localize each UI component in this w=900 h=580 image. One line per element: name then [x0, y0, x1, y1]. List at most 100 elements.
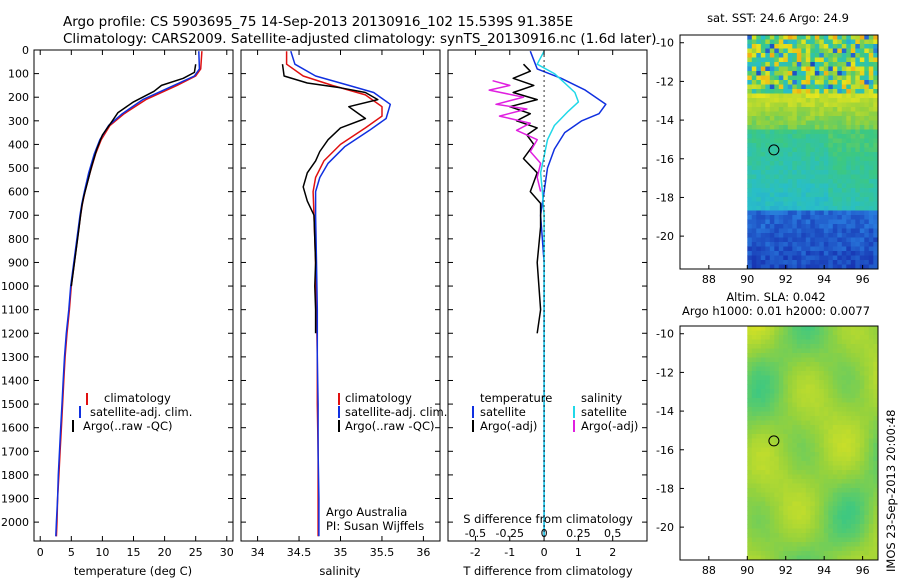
heatmap-cell [747, 48, 753, 54]
heatmap-cell [850, 474, 856, 480]
legend-argo: Argo(..raw -QC) [83, 419, 173, 433]
heatmap-cell [801, 102, 807, 108]
heatmap-cell [751, 515, 757, 520]
heatmap-cell [855, 465, 861, 471]
heatmap-cell [814, 165, 820, 171]
heatmap-cell [774, 62, 780, 67]
heatmap-cell [877, 438, 878, 444]
x-tick-label: 35.5 [370, 546, 395, 559]
heatmap-cell [814, 224, 820, 229]
heatmap-cell [855, 506, 861, 511]
heatmap-cell [841, 206, 847, 211]
heatmap-cell [760, 125, 766, 130]
heatmap-cell [868, 129, 874, 135]
heatmap-cell [819, 411, 825, 417]
heatmap-cell [823, 129, 829, 135]
heatmap-cell [819, 461, 825, 466]
heatmap-cell [814, 215, 820, 220]
heatmap-cell [751, 479, 757, 484]
heatmap-cell [873, 116, 878, 121]
heatmap-cell [864, 251, 870, 256]
heatmap-cell [855, 192, 861, 198]
heatmap-cell [868, 143, 874, 148]
heatmap-cell [868, 116, 874, 121]
heatmap-cell [864, 555, 870, 560]
heatmap-cell [868, 456, 874, 462]
heatmap-cell [787, 156, 793, 162]
heatmap-cell [792, 411, 798, 417]
heatmap-cell [819, 488, 825, 493]
heatmap-cell [850, 66, 856, 72]
heatmap-cell [814, 237, 820, 243]
heatmap-cell [765, 501, 771, 507]
heatmap-cell [850, 510, 856, 516]
heatmap-cell [850, 246, 856, 252]
heatmap-cell [796, 255, 802, 261]
heatmap-cell [801, 206, 807, 211]
heatmap-cell [778, 470, 784, 475]
heatmap-cell [756, 483, 762, 489]
heatmap-cell [837, 120, 843, 126]
heatmap-cell [832, 111, 838, 117]
heatmap-cell [805, 44, 811, 49]
heatmap-cell [747, 483, 753, 489]
heatmap-cell [864, 456, 870, 462]
heatmap-cell [832, 66, 838, 72]
heatmap-cell [823, 62, 829, 67]
heatmap-cell [801, 53, 807, 58]
x-tick-label: 20 [158, 546, 172, 559]
heatmap-cell [873, 206, 878, 211]
heatmap-cell [859, 147, 865, 153]
heatmap-cell [747, 251, 753, 256]
heatmap-cell [801, 393, 807, 399]
heatmap-cell [850, 488, 856, 493]
heatmap-cell [850, 542, 856, 547]
heatmap-cell [841, 98, 847, 103]
heatmap-cell [769, 129, 775, 135]
heatmap-cell [832, 420, 838, 426]
heatmap-cell [810, 407, 816, 412]
heatmap-cell [778, 219, 784, 225]
heatmap-cell [765, 84, 771, 90]
heatmap-cell [855, 219, 861, 225]
heatmap-cell [868, 224, 874, 229]
heatmap-cell [765, 111, 771, 117]
heatmap-cell [828, 357, 834, 363]
heatmap-cell [747, 371, 753, 376]
heatmap-cell [796, 165, 802, 171]
heatmap-cell [850, 425, 856, 430]
heatmap-cell [783, 411, 789, 417]
heatmap-cell [751, 152, 757, 157]
heatmap-cell [855, 84, 861, 90]
heatmap-cell [796, 501, 802, 507]
heatmap-cell [751, 483, 757, 489]
heatmap-cell [850, 344, 856, 349]
heatmap-cell [783, 425, 789, 430]
heatmap-cell [760, 174, 766, 180]
heatmap-cell [850, 555, 856, 560]
heatmap-cell [877, 344, 878, 349]
heatmap-cell [877, 425, 878, 430]
heatmap-cell [805, 210, 811, 216]
heatmap-cell [846, 179, 852, 184]
heatmap-cell [796, 53, 802, 58]
heatmap-cell [814, 71, 820, 76]
heatmap-cell [823, 546, 829, 552]
heatmap-cell [837, 147, 843, 153]
heatmap-cell [828, 89, 834, 94]
heatmap-cell [846, 102, 852, 108]
heatmap-cell [810, 434, 816, 439]
heatmap-cell [841, 375, 847, 381]
heatmap-cell [855, 488, 861, 493]
heatmap-cell [810, 497, 816, 502]
heatmap-cell [864, 434, 870, 439]
heatmap-cell [756, 348, 762, 354]
heatmap-cell [828, 134, 834, 139]
heatmap-cell [796, 362, 802, 367]
heatmap-cell [850, 39, 856, 45]
heatmap-cell [823, 555, 829, 560]
heatmap-cell [810, 233, 816, 238]
heatmap-cell [864, 174, 870, 180]
x-tick-label: 35 [334, 546, 348, 559]
heatmap-cell [810, 380, 816, 385]
